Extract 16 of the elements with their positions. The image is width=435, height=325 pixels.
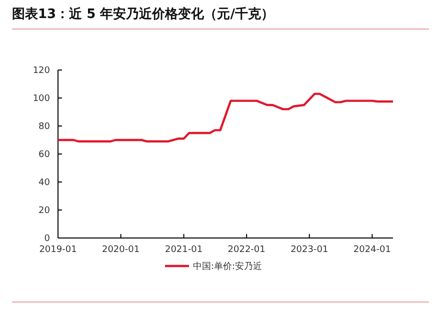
y-tick-label: 40 (38, 178, 50, 188)
line-series (56, 92, 394, 142)
x-tick-label: 2023-01 (290, 245, 328, 255)
y-tick-label: 120 (32, 66, 50, 76)
legend-label: 中国:单价:安乃近 (193, 261, 262, 272)
y-tick-label: 20 (38, 206, 50, 216)
x-tick-label: 2022-01 (228, 245, 266, 255)
x-tick-label: 2020-01 (102, 245, 140, 255)
y-tick-label: 100 (32, 94, 50, 104)
y-tick-label: 80 (38, 122, 50, 132)
chart-title: 图表13：近 5 年安乃近价格变化（元/千克） (12, 6, 274, 22)
y-tick-label: 0 (44, 234, 50, 244)
x-tick-label: 2019-01 (39, 245, 77, 255)
x-tick-label: 2024-01 (353, 245, 391, 255)
y-tick-label: 60 (38, 150, 50, 160)
x-tick-label: 2021-01 (164, 245, 203, 255)
